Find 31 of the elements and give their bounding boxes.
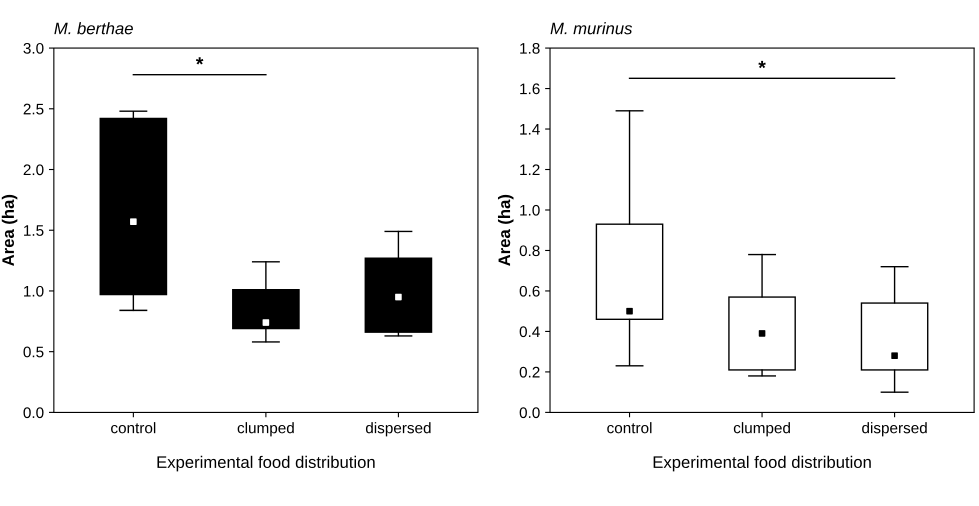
y-tick-label: 2.5 <box>24 104 44 114</box>
y-tick-label: 0.2 <box>520 366 540 378</box>
annotation: * <box>758 60 766 68</box>
chart-title: M. murinus <box>550 22 632 34</box>
y-tick-label: 3.0 <box>23 42 44 54</box>
y-tick-label: 0.5 <box>23 346 44 358</box>
y-tick-label: 0.6 <box>520 286 540 297</box>
y-tick-label: 1.6 <box>520 83 540 94</box>
x-tick-label: dispersed <box>862 422 927 436</box>
x-axis-title: Experimental food distribution <box>654 456 871 472</box>
y-tick-label: 1.2 <box>520 164 540 176</box>
x-axis-title: Experimental food distribution <box>157 456 375 472</box>
annotation: * <box>196 57 204 64</box>
y-axis-title: Area (ha) <box>2 194 18 266</box>
x-tick-label: clumped <box>238 422 294 436</box>
y-tick-label: 2.0 <box>24 164 44 176</box>
y-tick-label: 0.0 <box>520 407 540 418</box>
chart-title: M. berthae <box>54 22 133 34</box>
y-tick-label: 1.0 <box>520 204 540 216</box>
x-tick-label: control <box>607 422 652 434</box>
y-axis-title: Area (ha) <box>498 194 514 266</box>
y-tick-label: 0.8 <box>520 245 540 256</box>
y-tick-label: 1.8 <box>520 42 540 54</box>
x-tick-label: clumped <box>734 422 790 436</box>
x-tick-label: control <box>111 422 156 434</box>
y-tick-label: 1.5 <box>24 225 44 236</box>
y-tick-label: 0.0 <box>23 407 44 418</box>
y-tick-label: 1.4 <box>520 124 540 135</box>
x-tick-label: dispersed <box>366 422 431 436</box>
y-tick-label: 1.0 <box>24 286 44 297</box>
y-tick-label: 0.4 <box>520 326 540 338</box>
